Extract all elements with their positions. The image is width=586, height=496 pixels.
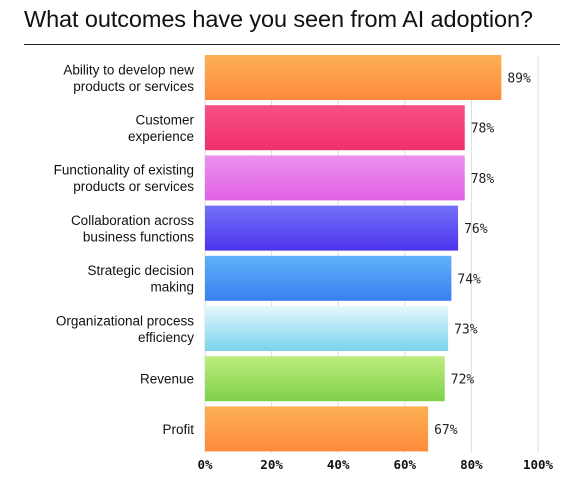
x-tick-label: 20% [260,457,283,472]
category-label: Strategic decision making [87,263,194,295]
value-label: 73% [454,323,478,338]
title-divider [24,44,560,45]
category-label: Revenue [140,372,194,387]
bar [205,55,502,100]
bar [205,255,452,301]
bar [205,155,465,201]
value-label: 72% [451,373,475,388]
value-labels: 89% 78% 78% 76% 74% 73% 72% 67% [434,72,531,438]
value-label: 76% [464,222,488,237]
category-label: Collaboration across business functions [71,213,194,245]
x-tick-label: 0% [197,457,213,472]
value-label: 74% [457,272,481,287]
bar [205,306,449,351]
value-label: 67% [434,423,458,438]
value-label: 78% [471,172,495,187]
category-label: Profit [162,422,194,437]
category-label: Customer experience [128,112,195,144]
x-tick-label: 40% [327,457,350,472]
category-label: Organizational process efficiency [56,313,194,345]
category-label: Ability to develop new products or servic… [63,62,194,94]
bar [205,406,429,452]
bar [205,205,459,251]
chart-title: What outcomes have you seen from AI adop… [24,6,533,32]
bars [205,55,502,452]
x-tick-label: 80% [460,457,483,472]
value-label: 89% [507,72,531,87]
x-tick-label: 60% [394,457,417,472]
value-label: 78% [471,122,495,137]
category-label: Functionality of existing products or ser… [54,163,195,195]
x-axis-ticks: 0% 20% 40% 60% 80% 100% [197,457,553,472]
category-labels: Ability to develop new products or servic… [54,62,195,437]
bar [205,105,465,151]
bar [205,356,445,402]
x-tick-label: 100% [523,457,554,472]
